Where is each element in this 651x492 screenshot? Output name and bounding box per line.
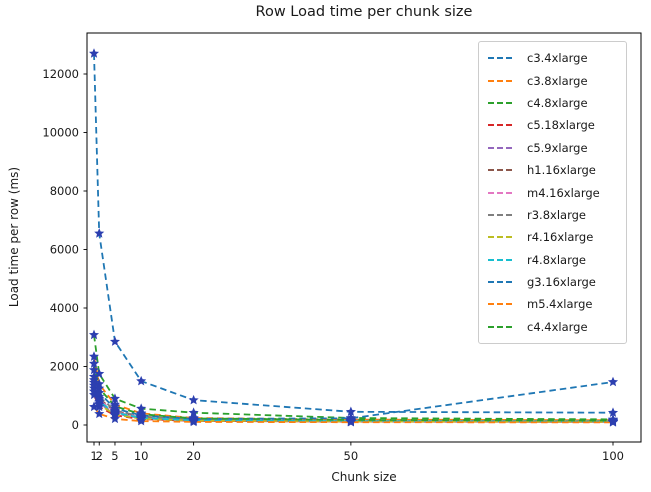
data-point-marker xyxy=(88,401,100,412)
data-point-marker xyxy=(136,403,147,413)
data-point-marker xyxy=(88,358,100,368)
y-tick-label: 4000 xyxy=(50,301,79,315)
y-tick-label: 8000 xyxy=(50,184,79,198)
legend-item-r4.8xlarge: r4.8xlarge xyxy=(488,249,620,271)
legend-item-h1.16xlarge: h1.16xlarge xyxy=(488,159,620,181)
data-point-marker xyxy=(607,415,619,425)
legend-line-swatch xyxy=(488,146,512,149)
legend-label: m4.16xlarge xyxy=(527,185,600,200)
y-tick-label: 12000 xyxy=(42,67,79,81)
legend-label: c4.4xlarge xyxy=(527,319,588,334)
legend-line-swatch xyxy=(488,236,512,239)
x-tick-label: 10 xyxy=(134,449,149,463)
legend-line-swatch xyxy=(488,57,512,60)
chart-title: Row Load time per chunk size xyxy=(255,4,473,20)
data-point-marker xyxy=(88,364,100,375)
legend-line-swatch xyxy=(488,258,512,261)
x-tick-label: 5 xyxy=(111,449,118,463)
legend-label: h1.16xlarge xyxy=(527,163,596,178)
data-point-marker xyxy=(88,371,100,382)
legend-label: r4.8xlarge xyxy=(527,252,586,267)
data-point-marker xyxy=(345,414,356,425)
legend-label: c3.4xlarge xyxy=(527,51,588,66)
y-tick-label: 2000 xyxy=(50,360,79,374)
legend-item-m5.4xlarge: m5.4xlarge xyxy=(488,293,620,315)
data-point-marker xyxy=(136,375,147,386)
data-point-marker xyxy=(136,408,147,419)
data-point-marker xyxy=(88,351,100,361)
legend-line-swatch xyxy=(488,281,512,284)
legend-line-swatch xyxy=(488,213,512,216)
y-axis-label: Load time per row (ms) xyxy=(7,166,21,308)
legend-item-m4.16xlarge: m4.16xlarge xyxy=(488,181,620,203)
x-tick-label: 2 xyxy=(96,449,103,463)
data-point-marker xyxy=(88,48,100,58)
x-tick-label: 50 xyxy=(344,449,359,463)
legend-line-swatch xyxy=(488,325,512,328)
legend-item-g3.16xlarge: g3.16xlarge xyxy=(488,271,620,293)
data-point-marker xyxy=(136,415,147,426)
data-point-marker xyxy=(109,413,121,424)
y-tick-label: 6000 xyxy=(50,243,79,257)
legend-item-c3.8xlarge: c3.8xlarge xyxy=(488,69,620,91)
legend-label: c4.8xlarge xyxy=(527,95,588,110)
legend-item-r3.8xlarge: r3.8xlarge xyxy=(488,204,620,226)
legend-item-r4.16xlarge: r4.16xlarge xyxy=(488,226,620,248)
data-point-marker xyxy=(88,386,100,396)
data-point-marker xyxy=(109,336,121,346)
data-point-marker xyxy=(94,383,105,393)
data-point-marker xyxy=(94,408,105,419)
legend-line-swatch xyxy=(488,79,512,82)
legend-item-c5.18xlarge: c5.18xlarge xyxy=(488,114,620,136)
data-point-marker xyxy=(188,416,199,427)
legend-line-swatch xyxy=(488,169,512,172)
legend-item-c3.4xlarge: c3.4xlarge xyxy=(488,47,620,69)
data-point-marker xyxy=(94,396,105,406)
legend-line-swatch xyxy=(488,101,512,104)
legend-label: r4.16xlarge xyxy=(527,230,594,245)
y-tick-label: 0 xyxy=(72,418,79,432)
legend-item-c4.8xlarge: c4.8xlarge xyxy=(488,92,620,114)
legend-label: c3.8xlarge xyxy=(527,73,588,88)
x-axis-label: Chunk size xyxy=(331,470,397,484)
legend-label: g3.16xlarge xyxy=(527,275,596,290)
x-tick-label: 100 xyxy=(602,449,624,463)
legend-label: c5.9xlarge xyxy=(527,140,588,155)
y-tick-label: 10000 xyxy=(42,126,79,140)
data-point-marker xyxy=(607,407,619,417)
data-point-marker xyxy=(345,406,356,417)
data-point-marker xyxy=(188,394,199,405)
legend-line-swatch xyxy=(488,124,512,127)
x-tick-label: 20 xyxy=(186,449,201,463)
legend-label: r3.8xlarge xyxy=(527,207,586,222)
legend-item-c4.4xlarge: c4.4xlarge xyxy=(488,316,620,338)
x-tick-label: 1 xyxy=(90,449,97,463)
data-point-marker xyxy=(109,407,121,417)
data-point-marker xyxy=(188,407,199,417)
legend-label: c5.18xlarge xyxy=(527,118,595,133)
data-point-marker xyxy=(607,376,619,387)
legend-label: m5.4xlarge xyxy=(527,297,593,312)
legend-line-swatch xyxy=(488,191,512,194)
legend: c3.4xlarge c3.8xlarge c4.8xlarge c5.18xlarg… xyxy=(478,41,627,345)
legend-item-c5.9xlarge: c5.9xlarge xyxy=(488,137,620,159)
data-point-marker xyxy=(88,329,100,340)
legend-line-swatch xyxy=(488,303,512,306)
data-point-marker xyxy=(109,393,121,403)
data-point-marker xyxy=(188,413,199,423)
data-point-marker xyxy=(109,400,121,411)
data-point-marker xyxy=(94,387,105,398)
data-point-marker xyxy=(94,228,105,238)
